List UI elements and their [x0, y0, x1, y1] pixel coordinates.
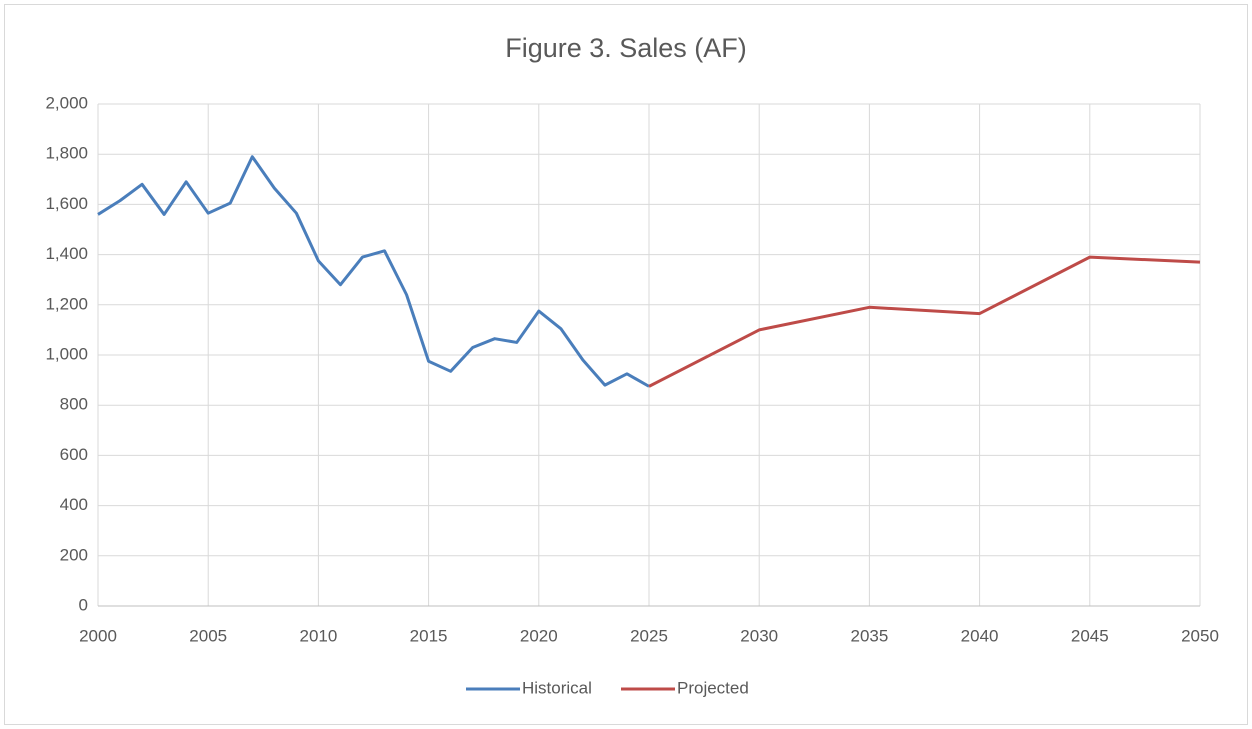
legend-label: Projected	[677, 678, 749, 697]
chart-title: Figure 3. Sales (AF)	[505, 33, 747, 63]
series-line	[97, 155, 650, 388]
x-tick-label: 2030	[740, 626, 778, 645]
legend-label: Historical	[522, 678, 592, 697]
x-tick-label: 2040	[961, 626, 999, 645]
x-tick-label: 2050	[1181, 626, 1219, 645]
y-tick-label: 1,600	[45, 194, 88, 213]
x-tick-label: 2015	[410, 626, 448, 645]
y-tick-label: 1,200	[45, 294, 88, 313]
y-tick-label: 600	[60, 445, 88, 464]
x-tick-label: 2000	[79, 626, 117, 645]
y-tick-label: 0	[79, 595, 88, 614]
x-tick-label: 2020	[520, 626, 558, 645]
x-tick-label: 2025	[630, 626, 668, 645]
y-tick-label: 2,000	[45, 93, 88, 112]
y-tick-label: 200	[60, 545, 88, 564]
chart-border	[4, 4, 1248, 725]
y-tick-label: 400	[60, 495, 88, 514]
x-tick-label: 2035	[850, 626, 888, 645]
series-line	[648, 255, 1201, 388]
y-tick-label: 800	[60, 395, 88, 414]
x-tick-label: 2045	[1071, 626, 1109, 645]
x-tick-label: 2010	[299, 626, 337, 645]
y-tick-label: 1,000	[45, 344, 88, 363]
y-tick-label: 1,800	[45, 144, 88, 163]
y-tick-label: 1,400	[45, 244, 88, 263]
x-tick-label: 2005	[189, 626, 227, 645]
